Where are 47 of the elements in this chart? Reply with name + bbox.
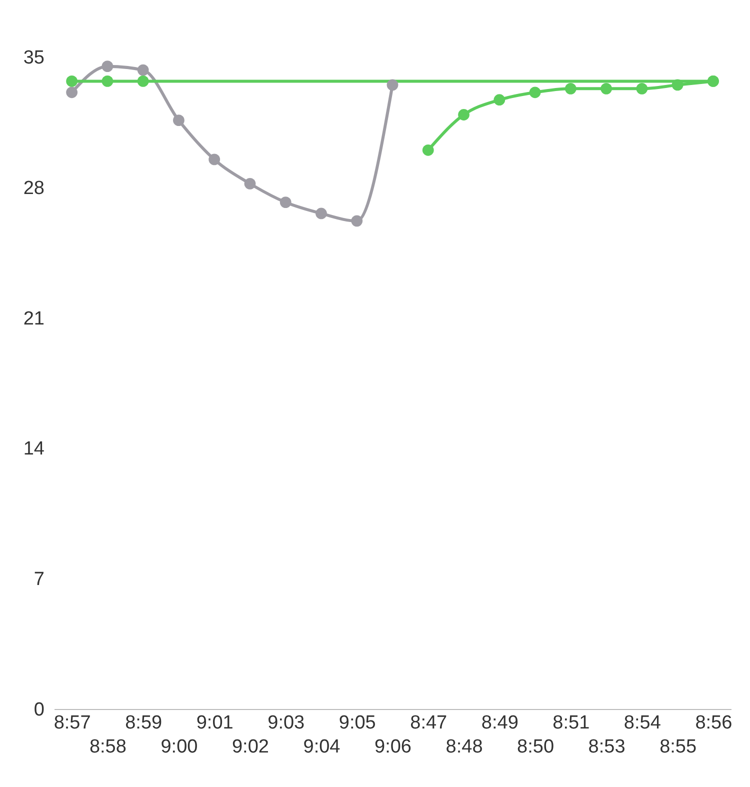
point [494,94,506,106]
point [707,76,719,87]
point [173,114,184,126]
y-tick-label: 35 [23,48,44,68]
point [137,76,149,87]
point [102,76,114,87]
x-tick-label: 9:05 [338,712,376,734]
x-tick-label: 8:51 [552,712,590,734]
x-tick-label: 8:59 [125,712,162,734]
x-tick-label: 8:50 [517,736,554,758]
point [386,79,398,91]
x-tick-label: 9:03 [268,712,305,734]
point [280,196,292,208]
point [529,86,541,98]
x-tick-label: 8:55 [660,736,697,758]
x-tick-label: 8:53 [588,736,626,758]
point [636,82,648,94]
point [66,86,78,98]
x-tick-label: 8:58 [89,736,126,758]
point [600,82,612,94]
x-tick-label: 9:01 [196,712,234,734]
point [244,178,256,190]
x-tick-label: 8:57 [54,712,91,734]
point [564,82,576,94]
point [208,154,220,166]
x-tick-label: 9:06 [374,736,412,758]
y-tick-label: 21 [23,308,44,330]
point [351,215,363,227]
point [672,79,684,91]
point [137,64,149,76]
point [422,144,434,156]
y-tick-label: 28 [23,178,44,199]
y-tick-label: 0 [34,700,44,720]
point [316,208,327,220]
x-tick-label: 8:47 [410,712,448,734]
x-tick-label: 9:00 [160,736,198,758]
y-tick-label: 7 [34,569,44,590]
x-tick-label: 8:54 [624,712,662,734]
point [458,109,470,120]
point [102,60,114,72]
x-tick-label: 9:04 [303,736,341,758]
x-tick-label: 8:49 [481,712,518,734]
y-tick-label: 14 [23,438,45,460]
x-tick-label: 8:56 [695,712,732,734]
point [66,76,78,87]
x-tick-label: 9:02 [232,736,269,758]
x-tick-label: 8:48 [446,736,483,758]
